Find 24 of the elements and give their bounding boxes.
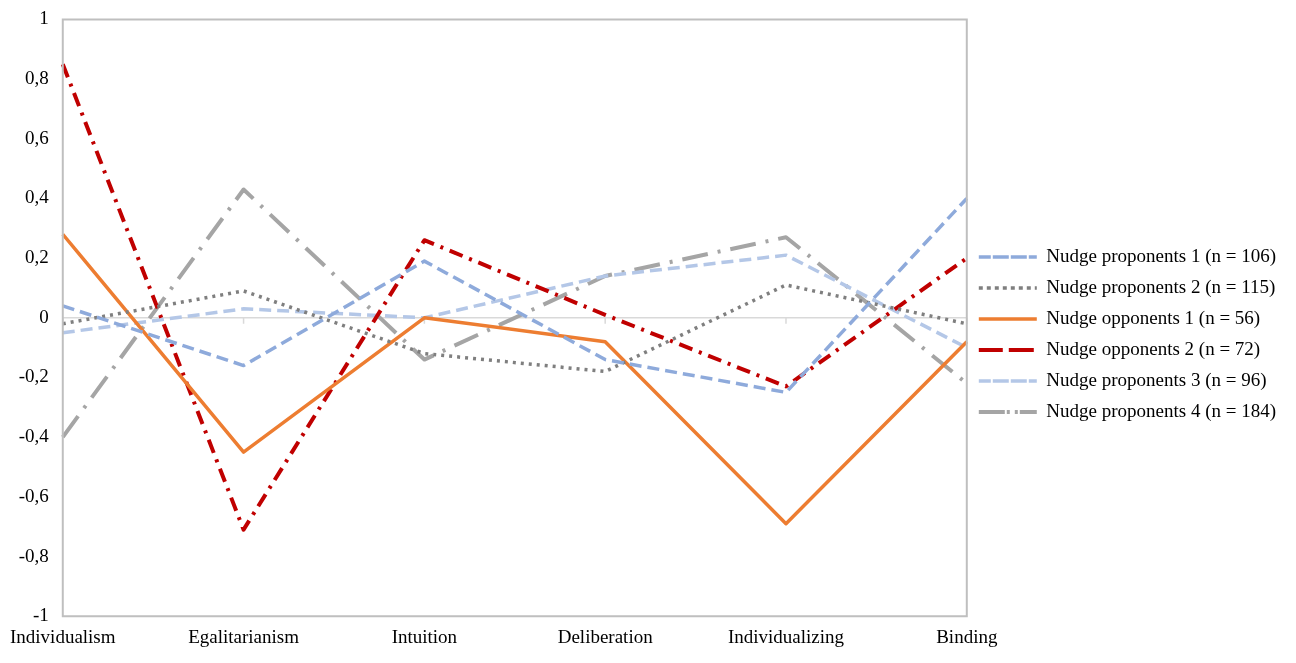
legend-label: Nudge proponents 3 (n = 96) [1046,368,1267,391]
y-tick-label: 0 [39,305,49,327]
x-tick-label: Deliberation [557,625,654,647]
x-tick-label: Egalitarianism [188,625,300,647]
y-tick-label: -0,4 [18,425,50,447]
y-tick-label: 1 [39,7,49,29]
legend-label: Nudge opponents 2 (n = 72) [1046,337,1261,360]
x-tick-label: Individualism [9,625,116,647]
y-tick-label: -0,6 [18,484,49,506]
y-tick-label: 0,4 [25,186,50,208]
line-series [61,196,969,395]
legend-label: Nudge proponents 2 (n = 115) [1046,275,1276,298]
y-tick-label: -0,8 [18,544,49,566]
y-tick-label: 0,8 [25,67,49,89]
legend-label: Nudge proponents 1 (n = 106) [1046,244,1277,267]
y-tick-label: 0,2 [25,246,49,268]
legend-label: Nudge opponents 1 (n = 56) [1046,306,1261,329]
y-tick-label: 0,6 [25,126,49,148]
y-tick-label: -1 [32,604,49,626]
x-tick-label: Intuition [391,625,458,647]
x-tick-label: Binding [936,625,998,647]
x-tick-label: Individualizing [727,625,845,647]
y-tick-label: -0,2 [18,365,49,387]
legend-label: Nudge proponents 4 (n = 184) [1046,399,1277,422]
